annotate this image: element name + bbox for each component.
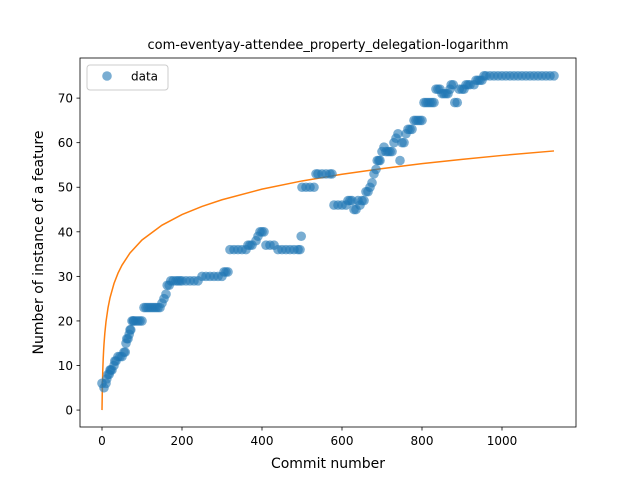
data-point — [395, 155, 405, 166]
y-tick-label: 40 — [58, 225, 73, 239]
y-tick-label: 60 — [58, 136, 73, 150]
x-tick-label: 400 — [251, 434, 274, 448]
data-point — [407, 124, 417, 135]
chart-title: com-eventyay-attendee_property_delegatio… — [147, 38, 508, 53]
fit-curve-line — [101, 150, 555, 411]
data-point — [452, 97, 463, 108]
data-point — [161, 289, 171, 300]
data-point — [259, 227, 269, 237]
x-axis-label: Commit number — [271, 456, 385, 472]
data-point — [393, 128, 403, 139]
data-point — [549, 71, 559, 81]
y-tick-label: 30 — [58, 270, 73, 284]
data-point — [399, 137, 409, 148]
data-point — [327, 169, 337, 179]
data-point — [417, 115, 427, 126]
x-tick-label: 0 — [98, 434, 106, 448]
x-tick-label: 200 — [171, 434, 194, 448]
x-tick-label: 600 — [331, 434, 354, 448]
legend: data — [86, 64, 169, 91]
data-point — [387, 146, 397, 157]
y-tick-label: 70 — [58, 92, 73, 106]
data-point — [295, 244, 305, 255]
x-tick-label: 1000 — [487, 434, 518, 448]
data-point — [137, 316, 147, 326]
legend-label-data: data — [131, 70, 158, 84]
x-tick-label: 800 — [411, 434, 434, 448]
data-point — [429, 97, 439, 108]
x-axis: 0 200 400 600 800 1000 — [98, 427, 517, 448]
data-point — [120, 347, 130, 357]
scatter-points-layer — [97, 71, 559, 393]
data-point — [375, 155, 385, 166]
y-axis-label: Number of instance of a feature — [31, 131, 47, 355]
data-point — [126, 325, 136, 335]
y-tick-label: 0 — [65, 404, 73, 418]
plot-frame — [79, 57, 577, 428]
data-point — [359, 195, 369, 206]
plot-area — [97, 71, 559, 411]
y-tick-label: 10 — [58, 359, 73, 373]
data-point — [309, 182, 319, 193]
legend-marker-data — [102, 71, 112, 81]
data-point — [367, 177, 377, 188]
y-tick-label: 50 — [58, 181, 73, 195]
y-axis: 0 10 20 30 40 50 60 70 — [58, 92, 80, 418]
data-point — [223, 267, 233, 277]
fit-curve-layer — [101, 150, 555, 411]
data-point — [296, 231, 307, 242]
y-tick-label: 20 — [58, 314, 73, 328]
data-point — [371, 164, 381, 175]
